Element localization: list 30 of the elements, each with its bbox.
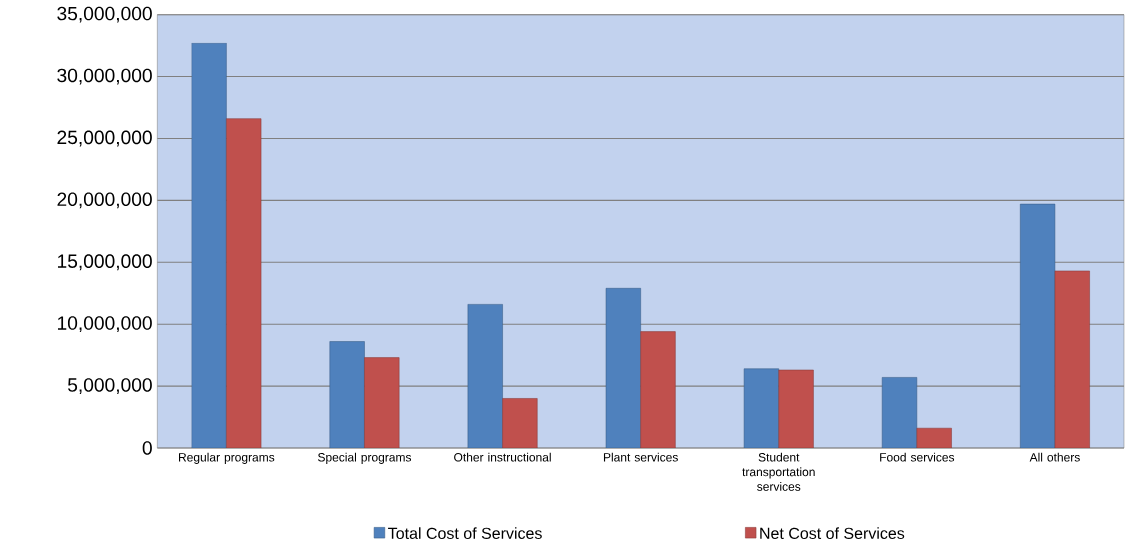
x-tick-label: Special programs [318,452,412,464]
bar [191,42,227,448]
bar [881,377,918,448]
bar [778,369,814,448]
y-tick-label: 5,000,000 [67,378,152,395]
x-tick-label: Food services [880,452,955,462]
y-tick-label: 20,000,000 [57,192,152,209]
x-tick-label: Plant services [603,452,678,462]
bar [1054,270,1090,448]
y-tick-label: 25,000,000 [57,130,152,147]
x-tick-label: Regular programs [179,452,275,464]
bar [1020,203,1056,448]
bar [743,368,780,448]
x-tick-label: Student transportation services [742,452,815,491]
x-tick-label: Other instructional [454,452,551,462]
bar [467,304,503,448]
bar [226,118,262,448]
x-tick-label: All others [1029,452,1080,462]
legend-label: Total Cost of Services [388,527,542,540]
legend-label: Net Cost of Services [760,527,905,540]
y-tick-label: 15,000,000 [57,254,152,271]
bar [502,398,538,448]
bar [640,331,676,448]
y-tick-label: 30,000,000 [57,68,152,85]
bar [329,341,365,448]
y-tick-label: 0 [142,441,152,455]
bar [364,357,400,448]
y-tick-label: 35,000,000 [57,6,152,23]
y-tick-label: 10,000,000 [57,316,152,333]
bar [605,288,641,448]
